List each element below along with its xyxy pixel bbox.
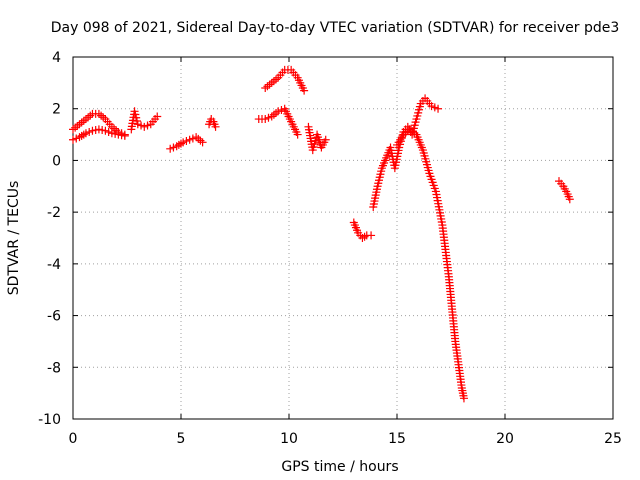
series-arc-j (555, 177, 574, 204)
x-tick-label: 25 (604, 431, 622, 447)
y-tick-label: -10 (38, 412, 61, 428)
x-axis-label: GPS time / hours (281, 459, 398, 475)
y-tick-label: -6 (47, 309, 61, 325)
series-arc-b (127, 107, 162, 134)
axis-ticks: 0 5 10 15 20 25 -10 -8 -6 -4 -2 0 2 4 (38, 50, 622, 447)
x-tick-label: 20 (496, 431, 514, 447)
y-tick-label: 0 (52, 153, 61, 169)
series-arc-f (304, 122, 330, 155)
x-tick-label: 5 (177, 431, 186, 447)
data-point-marker (300, 86, 309, 95)
series-arc-e-low (254, 104, 302, 139)
data-point-marker (321, 135, 330, 144)
series-arc-i (393, 125, 468, 403)
chart-title: Day 098 of 2021, Sidereal Day-to-day VTE… (51, 20, 620, 36)
data-points (69, 65, 574, 403)
data-point-marker (293, 130, 302, 139)
data-point-marker (367, 231, 376, 240)
plot-frame (72, 56, 614, 420)
series-arc-g (349, 218, 376, 242)
series-arc-c (166, 133, 207, 153)
x-tick-label: 0 (69, 431, 78, 447)
y-tick-label: -8 (47, 360, 61, 376)
data-point-marker (565, 195, 574, 204)
series-arc-a-high (69, 109, 129, 139)
data-point-marker (198, 138, 207, 147)
data-point-marker (211, 122, 220, 131)
series-arc-d (205, 115, 220, 131)
x-tick-label: 10 (280, 431, 298, 447)
y-axis-label: SDTVAR / TECUs (6, 181, 22, 296)
data-point-marker (434, 104, 443, 113)
y-tick-label: 2 (52, 102, 61, 118)
x-tick-label: 15 (388, 431, 406, 447)
data-point-marker (459, 394, 468, 403)
y-tick-label: 4 (52, 50, 61, 66)
data-point-marker (120, 130, 129, 139)
data-point-marker (153, 112, 162, 121)
y-tick-label: -4 (47, 257, 61, 273)
series-arc-e-high (261, 65, 309, 95)
y-tick-label: -2 (47, 205, 61, 221)
